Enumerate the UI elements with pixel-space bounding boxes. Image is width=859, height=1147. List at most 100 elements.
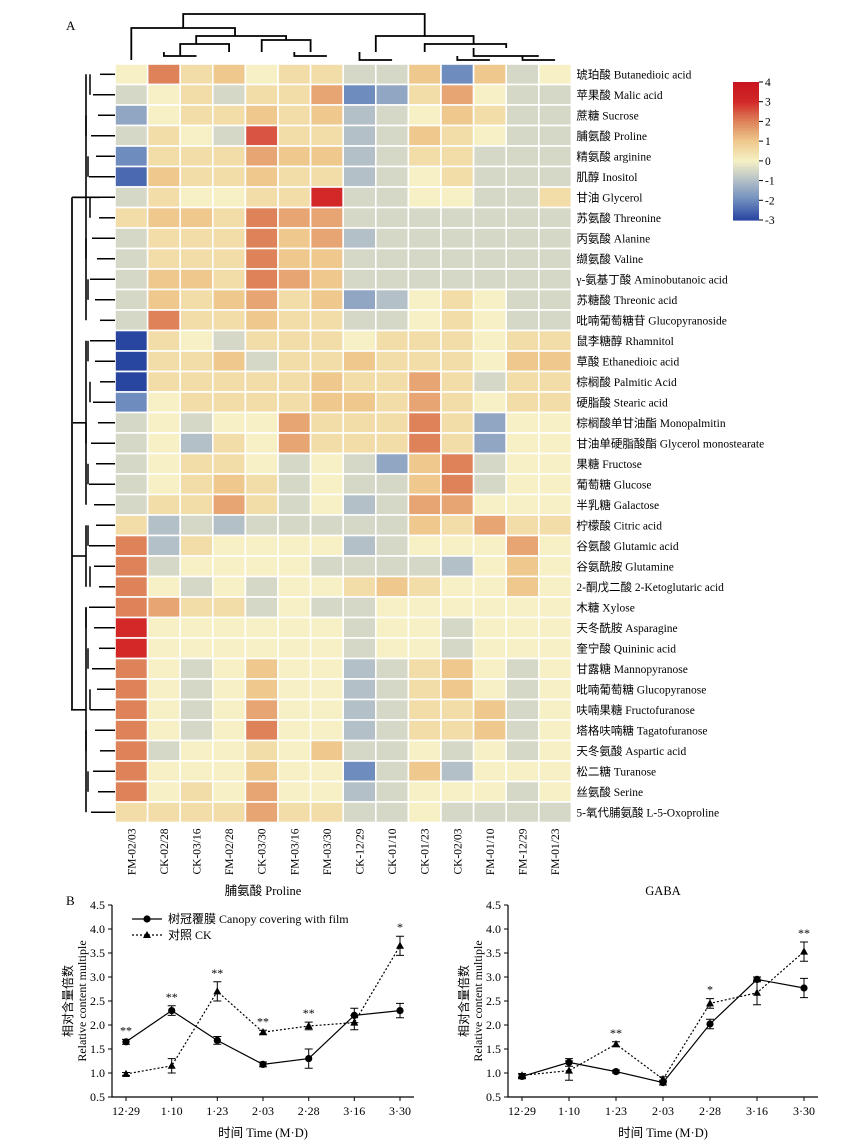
heatmap-cell [277, 637, 312, 660]
heatmap-cell [114, 596, 149, 619]
heatmap-cell [537, 760, 573, 783]
heatmap-cell [309, 411, 345, 434]
significance-label: ** [798, 926, 810, 940]
heatmap-cell [309, 698, 345, 721]
heatmap-cell [179, 391, 214, 414]
heatmap-cell [179, 678, 214, 701]
heatmap-cell [179, 452, 214, 475]
heatmap-cell [440, 411, 475, 434]
heatmap-cell [342, 227, 377, 250]
heatmap-cell [179, 493, 214, 516]
heatmap-cell [179, 596, 214, 619]
heatmap-cell [179, 370, 214, 393]
heatmap-cell [179, 206, 214, 229]
heatmap-cell [537, 637, 573, 660]
heatmap-cell [440, 452, 475, 475]
colorbar-band [733, 190, 759, 193]
heatmap-row-label: 精氨酸 arginine [576, 149, 651, 163]
heatmap-cell [114, 329, 149, 352]
heatmap-cell [374, 719, 410, 742]
heatmap-cell [440, 596, 475, 619]
colorbar-band [733, 111, 759, 115]
heatmap-cell [114, 534, 149, 557]
y-tick-label: 2.5 [486, 994, 501, 1008]
data-point-circle [612, 1068, 620, 1076]
heatmap-cell [146, 104, 182, 127]
colorbar-band [733, 105, 759, 108]
chart-title: GABA [645, 884, 680, 898]
colorbar-band [733, 162, 759, 166]
axis-lines [507, 905, 818, 1098]
y-tick-label: 4.5 [90, 898, 105, 912]
heatmap-row-label: 5-氧代脯氨酸 L-5-Oxoproline [576, 805, 719, 819]
heatmap-cell [244, 698, 279, 721]
heatmap-cell [309, 227, 345, 250]
heatmap-cell [472, 596, 508, 619]
heatmap-cell [244, 678, 279, 701]
heatmap-cell [505, 206, 540, 229]
heatmap-cell [244, 657, 279, 680]
heatmap-cell [472, 432, 508, 455]
x-tick-label: 2·03 [652, 1104, 674, 1118]
heatmap-cell [179, 83, 214, 106]
heatmap-cell [244, 432, 279, 455]
heatmap-cell [440, 329, 475, 352]
heatmap-cell [277, 657, 312, 680]
heatmap-cell [342, 309, 377, 332]
colorbar-band [733, 118, 759, 122]
heatmap-cell [277, 452, 312, 475]
y-axis-label-cn: 相对含量倍数 [60, 965, 75, 1037]
heatmap-column-label: FM-12/29 [518, 828, 530, 875]
heatmap-cell [114, 657, 149, 680]
heatmap-cell [374, 801, 410, 824]
heatmap-cell [537, 432, 573, 455]
heatmap-cell [179, 247, 214, 270]
column-dendrogram-branch [358, 52, 393, 61]
heatmap-cell [179, 288, 214, 311]
heatmap-cell [179, 309, 214, 332]
heatmap-cell [212, 63, 247, 86]
heatmap-cell [114, 698, 149, 721]
heatmap-cell [537, 268, 573, 291]
heatmap-row-label: 谷氨酰胺 Glutamine [576, 559, 673, 573]
heatmap-cell [374, 780, 410, 803]
heatmap-cell [472, 124, 508, 147]
heatmap-cell [114, 616, 149, 639]
heatmap-cell [505, 350, 540, 373]
heatmap-cell [277, 83, 312, 106]
heatmap-cell [440, 186, 475, 209]
y-axis-label: Relative content multiple [75, 940, 89, 1061]
heatmap-cell [277, 719, 312, 742]
heatmap-cell [244, 370, 279, 393]
heatmap-cell [114, 555, 149, 578]
heatmap-cell [309, 124, 345, 147]
heatmap-cell [472, 391, 508, 414]
y-tick-label: 2.0 [90, 1018, 105, 1032]
colorbar-band [733, 203, 759, 207]
heatmap-cell [537, 206, 573, 229]
heatmap-cell [537, 391, 573, 414]
heatmap-cell [212, 514, 247, 537]
heatmap-cell [179, 534, 214, 557]
heatmap-cell [440, 227, 475, 250]
heatmap-cell [472, 698, 508, 721]
colorbar-band [733, 134, 759, 138]
heatmap-cell [537, 719, 573, 742]
heatmap-cell [407, 719, 442, 742]
heatmap-cell [244, 288, 279, 311]
legend-label-ck: 对照 CK [168, 928, 212, 942]
heatmap-cell [146, 473, 182, 496]
heatmap-cell [146, 452, 182, 475]
heatmap-cell [244, 616, 279, 639]
heatmap-cell [114, 452, 149, 475]
colorbar-band [733, 95, 759, 99]
heatmap-cell [505, 329, 540, 352]
heatmap-cell [537, 227, 573, 250]
heatmap-cell [212, 309, 247, 332]
heatmap-cell [212, 227, 247, 250]
colorbar-band [733, 213, 759, 216]
data-point-triangle [565, 1066, 573, 1074]
heatmap-cell [374, 432, 410, 455]
heatmap-cell [440, 801, 475, 824]
significance-label: ** [303, 1006, 315, 1020]
